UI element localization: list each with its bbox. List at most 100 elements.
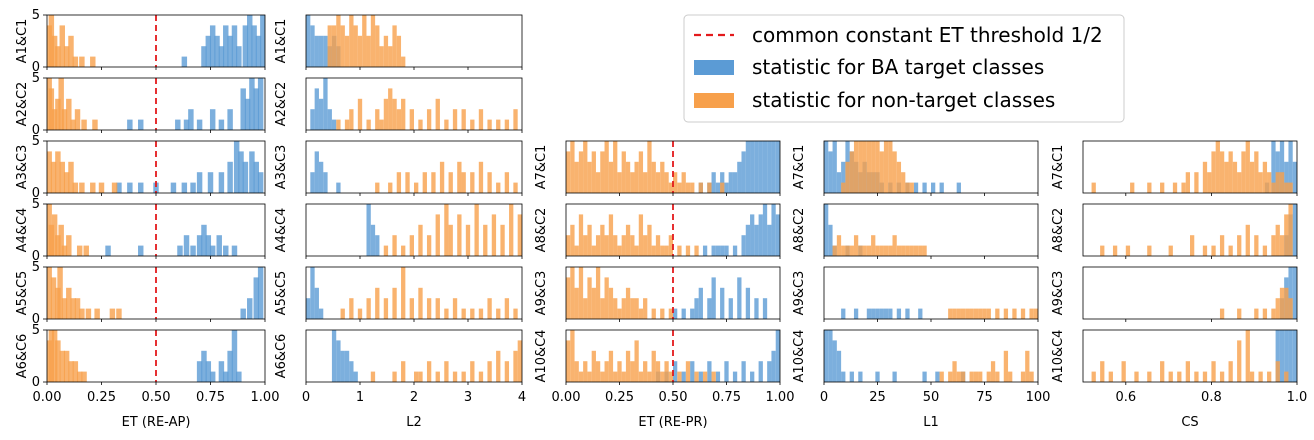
nontarget-bar <box>357 35 363 67</box>
row-label: A8&C2 <box>1051 208 1066 253</box>
nontarget-bar <box>1091 371 1096 382</box>
nontarget-bar <box>79 182 85 193</box>
target-bar <box>105 245 111 256</box>
nontarget-bar <box>444 204 449 256</box>
target-bar <box>758 361 763 382</box>
nontarget-bar <box>578 151 584 193</box>
nontarget-bar <box>401 361 406 382</box>
nontarget-bar <box>905 245 910 256</box>
nontarget-bar <box>55 340 61 382</box>
target-bar <box>196 235 203 256</box>
nontarget-bar <box>63 350 70 382</box>
nontarget-bar <box>1288 298 1293 319</box>
nontarget-bar <box>965 308 970 319</box>
panel-frame <box>1082 329 1298 383</box>
target-bar <box>849 371 854 382</box>
target-bar <box>1275 330 1280 382</box>
target-bar <box>183 119 190 130</box>
nontarget-bar <box>1258 172 1263 193</box>
nontarget-bar <box>630 235 635 256</box>
target-bar <box>175 119 181 130</box>
target-bar <box>253 277 259 319</box>
nontarget-bar <box>660 161 665 193</box>
nontarget-bar <box>370 15 376 67</box>
nontarget-bar <box>578 267 584 319</box>
nontarget-bar <box>621 298 626 319</box>
target-bar <box>711 245 716 256</box>
target-bar <box>888 308 893 319</box>
nontarget-bar <box>409 109 414 130</box>
target-bar <box>905 308 910 319</box>
nontarget-bar <box>574 361 579 382</box>
nontarget-bar <box>875 245 880 256</box>
target-bar <box>181 56 188 67</box>
nontarget-bar <box>1275 361 1280 382</box>
nontarget-bar <box>1100 361 1105 382</box>
target-bar <box>1292 267 1297 319</box>
nontarget-bar <box>1271 182 1276 193</box>
nontarget-bar <box>109 308 116 319</box>
row-label: A7&C1 <box>792 145 807 190</box>
target-bar <box>218 119 225 130</box>
target-bar <box>758 141 763 193</box>
nontarget-bar <box>1219 235 1225 256</box>
nontarget-bar <box>470 361 475 382</box>
y-tick-label: 5 <box>32 8 40 23</box>
target-bar <box>201 350 207 382</box>
nontarget-bar <box>668 182 673 193</box>
nontarget-bar <box>578 214 584 256</box>
nontarget-bar <box>388 88 393 130</box>
nontarget-bar <box>1245 224 1250 256</box>
histogram-panel: A10&C4 <box>792 330 1039 385</box>
nontarget-bar <box>583 235 588 256</box>
nontarget-bar <box>487 298 492 319</box>
nontarget-bar <box>1279 235 1285 256</box>
x-tick-label: 1 <box>356 390 364 405</box>
nontarget-bar <box>1172 182 1178 193</box>
nontarget-bar <box>651 350 656 382</box>
nontarget-bar <box>426 109 432 130</box>
nontarget-bar <box>1211 361 1216 382</box>
nontarget-bar <box>587 277 592 319</box>
nontarget-bar <box>375 109 380 130</box>
nontarget-bar <box>630 172 635 193</box>
nontarget-bar <box>956 308 961 319</box>
histogram-panel: A1&C1 <box>274 14 523 70</box>
nontarget-bar <box>660 371 665 382</box>
nontarget-bar <box>948 371 953 382</box>
nontarget-bar <box>1254 308 1259 319</box>
nontarget-bar <box>435 214 440 256</box>
target-bar <box>728 298 733 319</box>
nontarget-bar <box>913 245 919 256</box>
nontarget-bar <box>1130 182 1135 193</box>
nontarget-bar <box>638 371 644 382</box>
nontarget-bar <box>74 109 81 130</box>
nontarget-bar <box>513 109 518 130</box>
nontarget-bar <box>570 141 575 193</box>
nontarget-bar <box>1275 224 1280 256</box>
nontarget-bar <box>1160 182 1165 193</box>
nontarget-bar <box>1237 340 1242 382</box>
nontarget-bar <box>51 214 58 256</box>
target-bar <box>841 161 846 193</box>
target-bar <box>737 161 742 193</box>
target-bar <box>836 172 842 193</box>
nontarget-bar <box>1181 182 1186 193</box>
target-bar <box>231 245 238 256</box>
nontarget-bar <box>461 172 466 193</box>
nontarget-bar <box>986 371 991 382</box>
nontarget-bar <box>401 245 406 256</box>
target-bar <box>922 371 927 382</box>
nontarget-bar <box>617 361 622 382</box>
target-bar <box>216 235 222 256</box>
target-bar <box>702 245 708 256</box>
nontarget-bar <box>366 35 371 67</box>
nontarget-bar <box>1134 371 1139 382</box>
nontarget-bar <box>707 182 712 193</box>
target-bar <box>207 172 214 193</box>
nontarget-bar <box>465 224 471 256</box>
target-bar <box>745 141 751 193</box>
target-bar <box>913 182 919 193</box>
nontarget-bar <box>68 161 74 193</box>
